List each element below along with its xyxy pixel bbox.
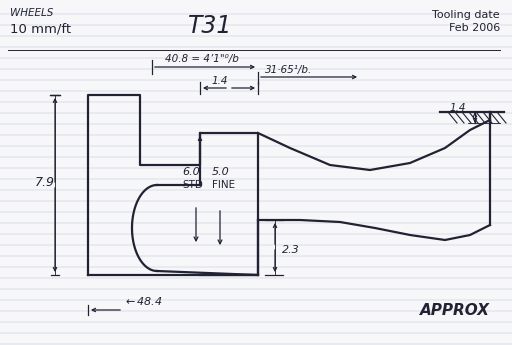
Text: STD: STD — [182, 180, 203, 190]
Text: WHEELS: WHEELS — [10, 8, 53, 18]
Text: 1.4: 1.4 — [212, 76, 228, 86]
Text: 40.8 = 4’1"⁰/b: 40.8 = 4’1"⁰/b — [165, 54, 239, 64]
Text: Feb 2006: Feb 2006 — [449, 23, 500, 33]
Text: 5.0: 5.0 — [212, 167, 230, 177]
Text: 1.4: 1.4 — [450, 103, 466, 113]
Text: T31: T31 — [188, 14, 232, 38]
Text: FINE: FINE — [212, 180, 235, 190]
Text: 31·65¹/b.: 31·65¹/b. — [265, 65, 312, 75]
Text: 6.0: 6.0 — [182, 167, 200, 177]
Text: 2.3: 2.3 — [282, 245, 300, 255]
Text: APPROX: APPROX — [420, 303, 490, 318]
Text: $\leftarrow$48.4: $\leftarrow$48.4 — [123, 295, 163, 307]
Text: 10 mm/ft: 10 mm/ft — [10, 22, 71, 35]
Text: Tooling date: Tooling date — [432, 10, 500, 20]
Text: 7.9: 7.9 — [35, 177, 55, 189]
